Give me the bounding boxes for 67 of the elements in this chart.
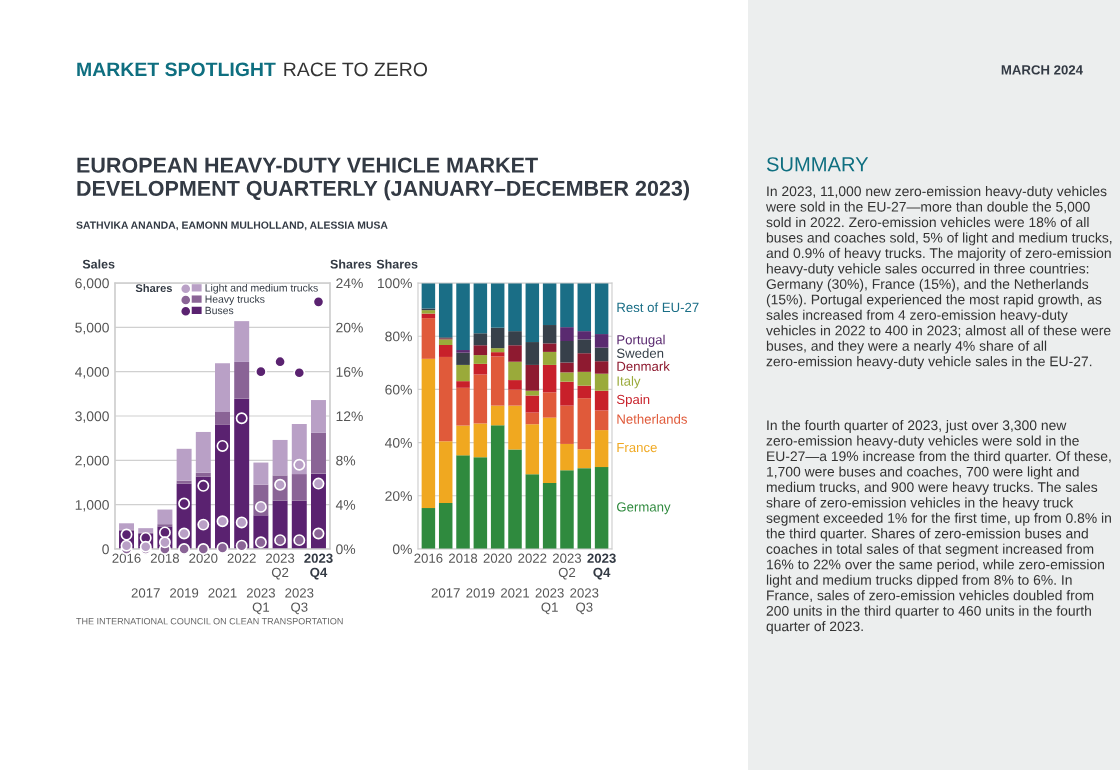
x-tick-label: 2017 — [131, 588, 160, 598]
y-tick-label: 100% — [377, 278, 412, 289]
chart-subtitle: SATHVIKA ANANDA, EAMONN MULHOLLAND, ALESSIA MUSA — [76, 221, 388, 231]
x-tick-label: 2017 — [431, 588, 460, 598]
x-tick-label: 2022 — [227, 553, 256, 563]
y2-tick-label: 4% — [335, 500, 356, 510]
x-tick-label: 2021 — [500, 588, 530, 598]
y2-tick-label: 8% — [336, 455, 356, 466]
series-label: Denmark — [617, 361, 670, 371]
y-axis-title: Shares — [376, 259, 418, 269]
y-tick-label: 4,000 — [75, 367, 109, 379]
series-label: Spain — [616, 394, 650, 407]
series-label: Sweden — [616, 348, 664, 358]
x-tick-label: 2018 — [150, 553, 180, 563]
y-tick-label: 40% — [384, 437, 412, 448]
y-tick-label: 1,000 — [75, 500, 109, 512]
y2-tick-label: 12% — [336, 411, 363, 422]
y-tick-label: 0% — [392, 544, 412, 555]
x-tick-label: 2018 — [449, 553, 478, 563]
text: In 2023, 11,000 new zero-emission heavy-duty vehicles were sold in the EU-27—more than double the 5,000 sold in 2022. Zero-emission vehicles were 18% of all buses and coaches sold, 5% of light and medium trucks, and 0.9% of heavy trucks. The majority of zero-emission heavy-duty vehicle sales occurred in three countries: Germany (30%), France (15%), and the Netherlands (15%). Portugal experienced the most rapid growth, as sales increased from 4 zero-emission heavy-duty vehicles in 2022 to 400 in 2023; almost all of these were buses, and they were a nearly 4% share of all zero-emission heavy-duty vehicle sales in the EU-27. — [765, 186, 1112, 370]
x-tick-label: 2023 Q2 — [266, 553, 295, 580]
y2-tick-label: 20% — [336, 322, 363, 333]
y-tick-label: 3,000 — [75, 411, 109, 423]
x-tick-label: 2021 — [208, 588, 237, 598]
series-label: Portugal — [617, 334, 665, 347]
series-label: Netherlands — [617, 414, 687, 424]
y-tick-label: 60% — [385, 384, 412, 395]
x-tick-label: 2020 — [483, 553, 512, 563]
series-label: Rest of EU-27 — [617, 302, 699, 313]
series-label: Italy — [617, 376, 641, 389]
x-tick-label: 2019 — [170, 588, 199, 598]
x-tick-label: 2023 Q1 — [246, 588, 275, 615]
legend-label: Buses — [205, 306, 234, 315]
y-tick-label: 0 — [102, 544, 109, 555]
y2-tick-label: 16% — [336, 367, 363, 377]
legend-label: Heavy trucks — [205, 295, 265, 305]
y2-axis-title: Shares — [330, 259, 372, 269]
series-label: Germany — [616, 502, 671, 515]
x-tick-label: 2023 Q3 — [570, 588, 599, 615]
x-tick-label: 2023 Q1 — [535, 588, 564, 615]
y-tick-label: 5,000 — [75, 322, 109, 335]
text: THE INTERNATIONAL COUNCIL ON CLEAN TRANSPORTATION — [76, 618, 343, 625]
x-tick-label: 2023 Q4 — [304, 553, 333, 580]
series-label: France — [617, 442, 657, 453]
x-tick-label: 2019 — [466, 588, 495, 598]
y-tick-label: 20% — [385, 491, 412, 501]
x-tick-label: 2020 — [189, 553, 218, 563]
text: RACE TO ZERO — [284, 62, 428, 77]
text: In the fourth quarter of 2023, just over 3,300 new zero-emission heavy-duty vehicles were sold in the EU-27—a 19% increase from the third quarter. Of these, 1,700 were buses and coaches, 700 were light and medium trucks, and 900 were heavy trucks. The sales share of zero-emission vehicles in the heavy truck segment exceeded 1% for the first time, up from 0.8% in the third quarter. Shares of zero-emission buses and coaches in total sales of that segment increased from 16% to 22% over the same period, while zero-emission light and medium trucks dipped from 8% to 6%. In France, sales of zero-emission vehicles doubled from 200 units in the third quarter to 460 units in the fourth quarter of 2023. — [766, 420, 1111, 634]
text: EUROPEAN HEAVY-DUTY VEHICLE MARKET DEVELOPMENT QUARTERLY (JANUARY–DECEMBER 2023) — [77, 157, 689, 201]
y-tick-label: 80% — [385, 331, 412, 342]
x-tick-label: 2023 Q2 — [552, 553, 582, 580]
x-tick-label: 2023 Q3 — [285, 588, 314, 615]
x-tick-label: 2022 — [518, 553, 547, 563]
legend-title: Shares — [135, 283, 172, 293]
text: MARCH 2024 — [1001, 65, 1083, 75]
y-tick-label: 6,000 — [75, 278, 109, 290]
y-tick-label: 2,000 — [75, 455, 109, 468]
x-tick-label: 2016 — [414, 553, 443, 563]
x-tick-label: 2023 Q4 — [587, 553, 616, 580]
y2-tick-label: 24% — [336, 278, 363, 289]
text: SUMMARY — [766, 157, 869, 172]
text: MARKET SPOTLIGHT — [77, 62, 276, 77]
y-axis-title: Sales — [82, 259, 115, 269]
legend-label: Light and medium trucks — [205, 283, 318, 294]
y2-tick-label: 0% — [336, 544, 356, 555]
x-tick-label: 2016 — [112, 553, 141, 563]
